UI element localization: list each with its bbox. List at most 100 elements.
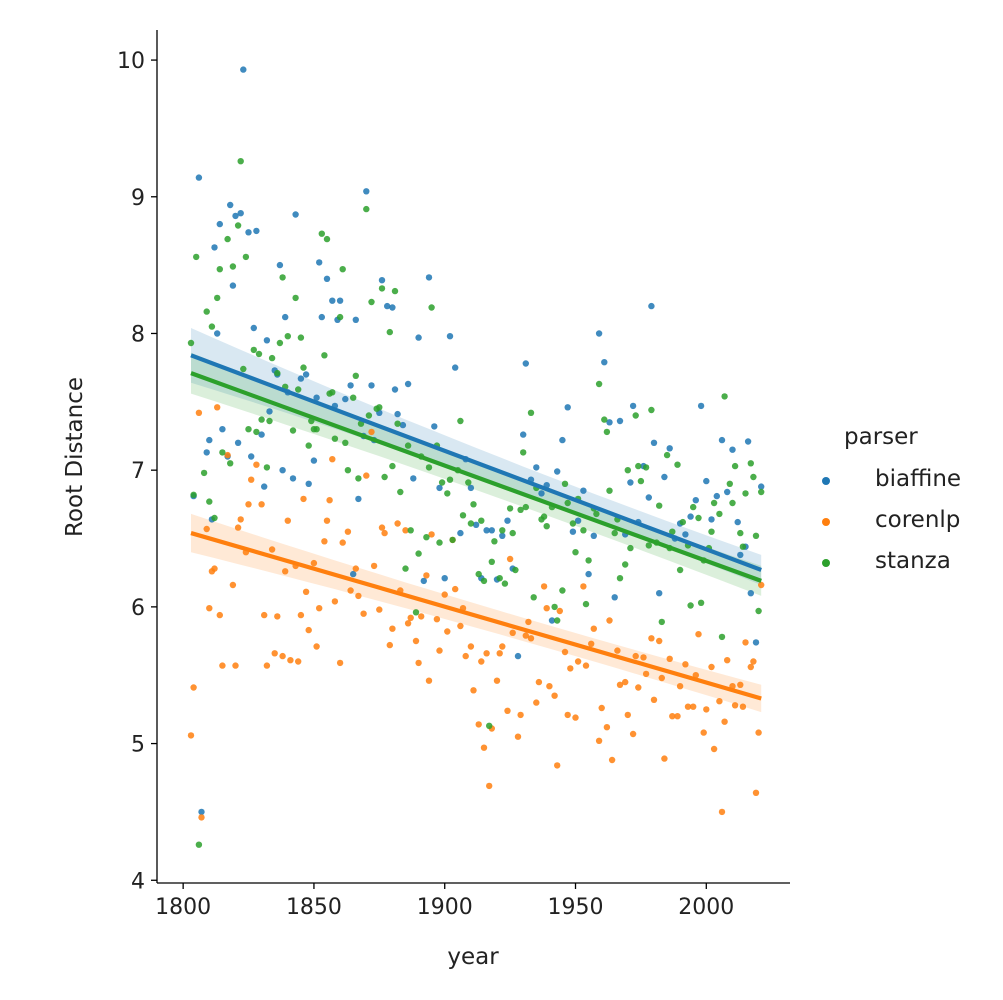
data-point-stanza — [726, 480, 733, 487]
data-point-stanza — [632, 412, 639, 419]
data-point-stanza — [438, 479, 446, 486]
data-point-stanza — [258, 416, 265, 423]
data-point-corenlp — [284, 517, 291, 524]
data-point-biaffine — [538, 490, 545, 497]
data-point-stanza — [674, 461, 681, 468]
data-point-corenlp — [603, 724, 611, 731]
data-point-stanza — [263, 464, 271, 471]
data-point-corenlp — [480, 744, 488, 751]
data-point-stanza — [216, 266, 223, 273]
data-point-corenlp — [522, 632, 529, 639]
data-point-biaffine — [737, 551, 744, 559]
data-point-corenlp — [203, 525, 210, 533]
data-point-stanza — [323, 235, 331, 243]
data-point-corenlp — [378, 524, 386, 531]
data-point-corenlp — [381, 529, 388, 537]
data-point-biaffine — [276, 261, 284, 269]
data-point-stanza — [739, 543, 747, 550]
data-point-stanza — [200, 469, 208, 477]
data-point-biaffine — [219, 426, 226, 433]
data-point-biaffine — [585, 570, 592, 578]
data-point-biaffine — [399, 421, 407, 429]
data-point-stanza — [470, 501, 477, 508]
data-point-corenlp — [352, 565, 359, 572]
data-point-stanza — [407, 527, 414, 534]
regression-line-biaffine — [190, 353, 762, 572]
data-point-stanza — [742, 490, 749, 497]
data-point-biaffine — [569, 528, 577, 535]
data-point-corenlp — [467, 643, 475, 650]
data-point-stanza — [415, 550, 422, 557]
data-point-corenlp — [656, 637, 663, 645]
data-point-corenlp — [629, 730, 637, 738]
data-point-stanza — [747, 460, 754, 467]
data-point-biaffine — [483, 527, 490, 534]
data-point-biaffine — [436, 484, 443, 492]
data-point-corenlp — [355, 592, 362, 600]
data-point-stanza — [292, 294, 299, 302]
data-point-biaffine — [282, 313, 289, 321]
data-point-corenlp — [614, 647, 621, 654]
data-point-stanza — [593, 510, 600, 518]
data-point-corenlp — [436, 647, 443, 654]
data-point-stanza — [206, 498, 213, 505]
y-axis-ticks: 4 5 6 7 8 9 10 — [117, 49, 157, 894]
data-point-stanza — [237, 158, 244, 165]
data-point-corenlp — [567, 665, 574, 672]
data-point-stanza — [394, 420, 401, 427]
data-point-corenlp — [616, 681, 624, 688]
data-point-biaffine — [648, 302, 655, 310]
data-point-biaffine — [211, 244, 218, 251]
data-point-stanza — [391, 287, 399, 295]
data-point-corenlp — [470, 687, 477, 694]
data-point-corenlp — [635, 684, 642, 691]
data-point-stanza — [478, 517, 485, 524]
data-point-biaffine — [601, 359, 608, 366]
data-point-biaffine — [606, 419, 613, 426]
data-point-stanza — [475, 570, 482, 578]
data-point-stanza — [208, 323, 216, 330]
data-point-corenlp — [572, 714, 579, 721]
data-point-biaffine — [415, 334, 422, 341]
data-point-corenlp — [551, 692, 558, 699]
data-point-corenlp — [669, 713, 676, 720]
data-point-biaffine — [420, 577, 427, 585]
data-point-stanza — [572, 549, 579, 556]
confidence-band-corenlp — [191, 513, 762, 713]
data-point-biaffine — [499, 532, 506, 539]
data-point-corenlp — [297, 611, 305, 619]
data-point-corenlp — [561, 648, 569, 656]
data-point-biaffine — [747, 590, 754, 597]
data-point-corenlp — [232, 662, 239, 669]
data-point-stanza — [234, 222, 242, 229]
legend-title: parser — [844, 424, 918, 450]
legend-marker-stanza — [822, 559, 830, 567]
data-point-biaffine — [229, 282, 237, 289]
data-point-stanza — [363, 205, 370, 213]
data-point-corenlp — [316, 605, 323, 612]
data-point-corenlp — [344, 528, 352, 535]
data-point-corenlp — [219, 662, 226, 669]
data-point-stanza — [635, 462, 642, 470]
data-point-stanza — [313, 426, 320, 433]
x-axis-label: year — [447, 944, 499, 970]
data-point-stanza — [195, 841, 203, 848]
data-point-stanza — [679, 518, 686, 526]
data-point-stanza — [627, 544, 634, 552]
data-point-stanza — [580, 527, 587, 534]
data-point-biaffine — [734, 518, 741, 526]
data-point-biaffine — [214, 330, 221, 337]
data-point-biaffine — [514, 652, 522, 660]
data-point-biaffine — [446, 333, 454, 340]
data-point-corenlp — [622, 678, 629, 686]
data-point-stanza — [465, 479, 472, 486]
data-point-biaffine — [329, 297, 336, 304]
data-point-corenlp — [462, 652, 469, 660]
data-point-biaffine — [554, 468, 561, 475]
legend-label-stanza: stanza — [875, 548, 951, 574]
data-point-corenlp — [642, 670, 650, 678]
data-point-stanza — [336, 313, 344, 321]
data-point-biaffine — [378, 277, 386, 284]
data-point-corenlp — [517, 711, 524, 719]
data-point-biaffine — [394, 410, 401, 418]
